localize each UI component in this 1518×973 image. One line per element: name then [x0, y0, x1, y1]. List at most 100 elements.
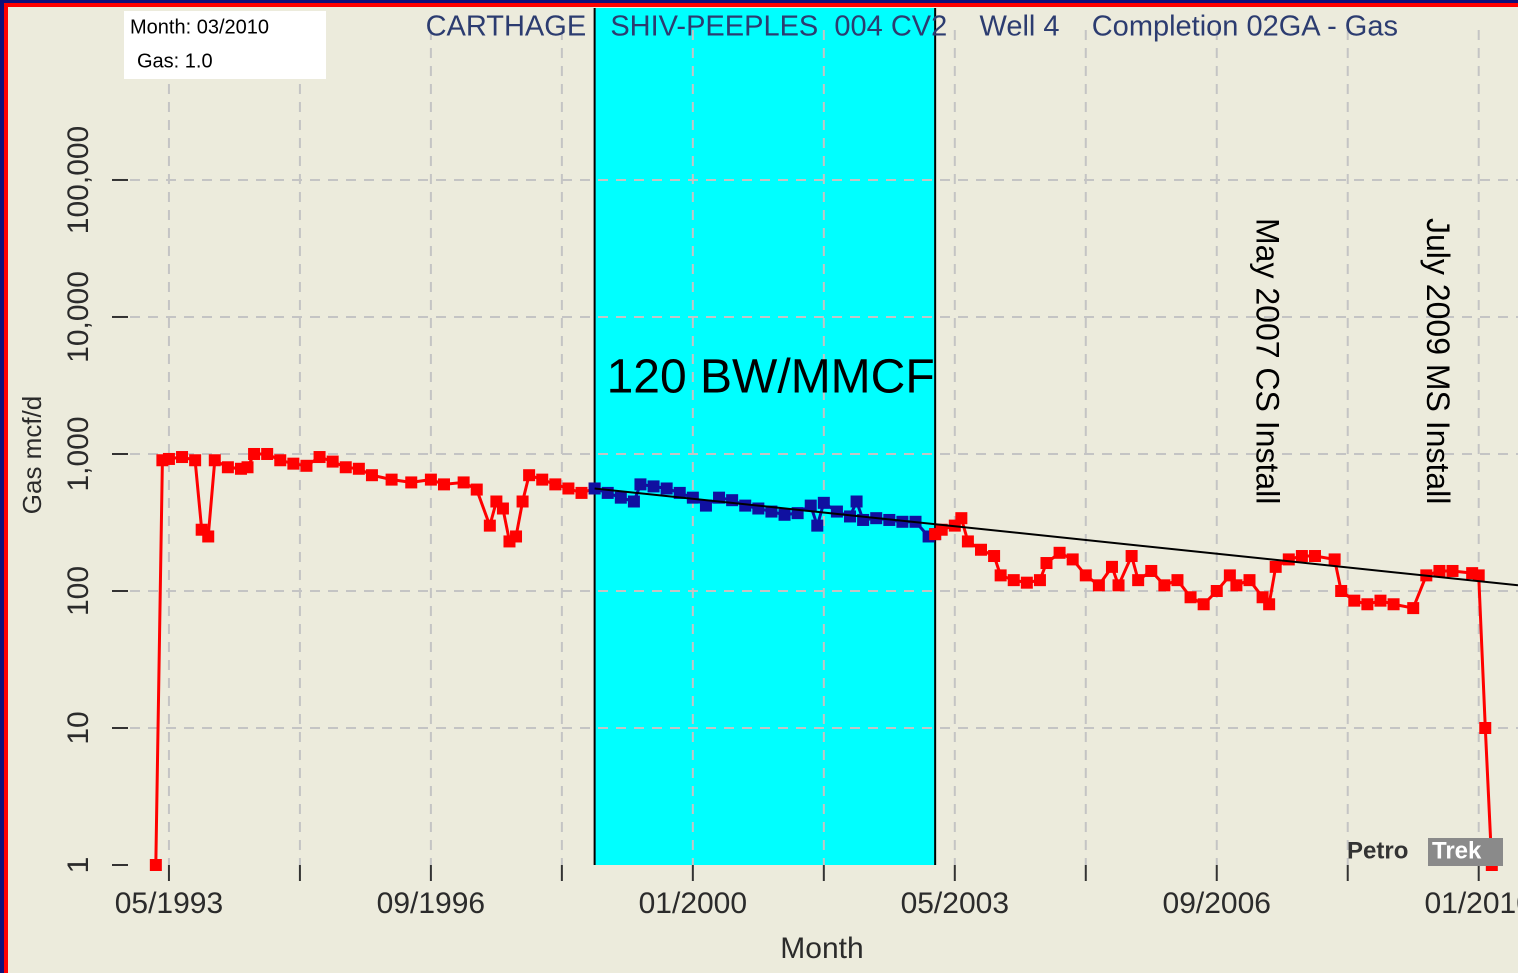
x-tick-label: 05/1993	[115, 887, 223, 920]
data-point	[575, 486, 588, 499]
data-point	[1184, 591, 1197, 604]
data-point	[1433, 564, 1446, 577]
data-point	[523, 469, 536, 482]
y-tick-label: 1	[62, 857, 95, 874]
data-point	[1308, 550, 1321, 563]
data-point	[162, 452, 175, 465]
x-tick-label: 01/2000	[639, 887, 747, 920]
data-point	[1158, 579, 1171, 592]
data-point	[1197, 598, 1210, 611]
data-point	[437, 478, 450, 491]
data-point	[1223, 569, 1236, 582]
data-point	[352, 462, 365, 475]
data-point	[935, 523, 948, 536]
data-point	[627, 495, 640, 508]
data-point	[1374, 594, 1387, 607]
logo-trek: Trek	[1432, 837, 1482, 864]
chart-title: CARTHAGE SHIV-PEEPLES 004 CV2 Well 4 Com…	[426, 11, 1398, 43]
data-point	[844, 510, 857, 523]
data-point	[673, 486, 686, 499]
data-point	[1230, 579, 1243, 592]
tooltip-box	[124, 11, 326, 79]
data-point	[699, 499, 712, 512]
band-label: 120 BW/MMCF	[607, 351, 935, 404]
data-point	[365, 469, 378, 482]
plot-layer: 1 10 100 1,000 10,000 100,000 05/1993 09/1996 01…	[17, 8, 1518, 965]
data-point	[549, 478, 562, 491]
data-point	[1282, 553, 1295, 566]
data-point	[221, 461, 234, 474]
data-point	[1079, 569, 1092, 582]
data-point	[1295, 550, 1308, 563]
tooltip-gas: Gas: 1.0	[137, 50, 213, 72]
data-point	[1040, 557, 1053, 570]
x-tick-label: 09/2006	[1163, 887, 1271, 920]
data-point	[287, 457, 300, 470]
data-point	[1112, 579, 1125, 592]
highlight-band	[594, 8, 936, 865]
data-point	[1263, 598, 1276, 611]
data-point	[817, 496, 830, 509]
x-tick-label: 01/2010	[1424, 887, 1518, 920]
data-point	[634, 478, 647, 491]
data-point	[1472, 569, 1485, 582]
x-tick-label: 09/1996	[377, 887, 485, 920]
tooltip-month: Month: 03/2010	[130, 16, 269, 38]
data-point	[1210, 584, 1223, 597]
data-point	[241, 461, 254, 474]
data-point	[765, 505, 778, 518]
data-point	[647, 480, 660, 493]
data-point	[189, 454, 202, 467]
data-point	[510, 530, 523, 543]
logo-petro: Petro	[1347, 837, 1408, 864]
data-point	[686, 491, 699, 504]
data-point	[208, 454, 221, 467]
data-point	[994, 569, 1007, 582]
data-point	[830, 505, 843, 518]
data-point	[385, 473, 398, 486]
x-axis-label: Month	[780, 932, 863, 965]
data-point	[955, 512, 968, 525]
data-point	[1243, 574, 1256, 587]
data-point	[1348, 594, 1361, 607]
data-point	[483, 519, 496, 532]
data-point	[202, 530, 215, 543]
data-point	[850, 495, 863, 508]
data-point	[1033, 574, 1046, 587]
data-point	[261, 447, 274, 460]
data-point	[313, 451, 326, 464]
data-point	[961, 535, 974, 548]
y-tick-label: 100	[62, 566, 95, 616]
data-point	[562, 482, 575, 495]
data-point	[300, 459, 313, 472]
data-point	[988, 550, 1001, 563]
data-point	[1479, 721, 1492, 734]
data-point	[896, 515, 909, 528]
data-point	[1145, 564, 1158, 577]
annotation: July 2009 MS Install	[1420, 218, 1456, 504]
data-point	[424, 473, 437, 486]
data-point	[778, 508, 791, 521]
data-point	[974, 543, 987, 556]
data-point	[326, 455, 339, 468]
annotation: May 2007 CS Install	[1250, 218, 1286, 504]
data-point	[470, 483, 483, 496]
data-point	[1446, 564, 1459, 577]
data-point	[516, 495, 529, 508]
y-axis-label: Gas mcf/d	[17, 396, 47, 514]
data-point	[804, 499, 817, 512]
data-point	[248, 447, 261, 460]
data-point	[149, 859, 162, 871]
data-point	[1335, 584, 1348, 597]
data-point	[274, 454, 287, 467]
y-tick-label: 10	[62, 711, 95, 744]
data-point	[1361, 598, 1374, 611]
data-point	[660, 482, 673, 495]
data-point	[1105, 560, 1118, 573]
data-point	[405, 476, 418, 489]
data-point	[1132, 574, 1145, 587]
data-point	[614, 491, 627, 504]
y-tick-label: 100,000	[62, 126, 95, 234]
data-point	[1328, 553, 1341, 566]
